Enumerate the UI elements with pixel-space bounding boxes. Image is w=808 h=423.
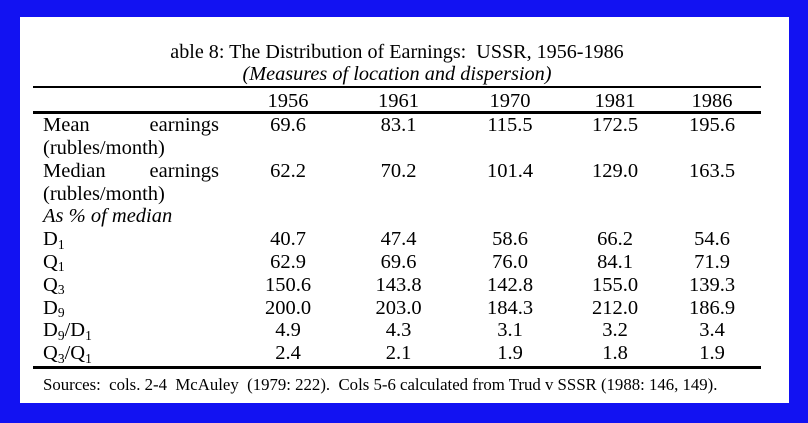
table-cell: 1.9 (497, 342, 523, 365)
table-row: Mean earnings 69.6 83.1 115.5 172.5 195.6 (0, 114, 808, 137)
table-subtitle: (Measures of location and dispersion) (242, 62, 552, 85)
row-label-line2: (rubles/month) (43, 182, 165, 205)
table-cell: 1.9 (699, 342, 725, 365)
table-cell: 69.6 (270, 114, 306, 137)
row-label: D1 (43, 228, 65, 252)
subscript: 1 (85, 350, 92, 366)
table-cell: 62.9 (270, 250, 306, 273)
table-cell: 47.4 (380, 228, 417, 251)
table-cell: 4.9 (275, 319, 301, 342)
subscript: 1 (57, 259, 65, 275)
column-header-1961: 1961 (378, 89, 419, 112)
table-cell: 200.0 (264, 296, 312, 319)
table-cell: 184.3 (486, 296, 534, 319)
row-label: Median earnings (43, 160, 219, 183)
row-label-line2: (rubles/month) (43, 136, 165, 159)
table-cell: 4.3 (385, 319, 412, 342)
table-row: Q1 62.9 69.6 76.0 84.1 71.9 (0, 251, 808, 274)
table-cell: 71.9 (694, 250, 730, 273)
table-cell: 163.5 (688, 159, 736, 182)
table-cell: 101.4 (486, 159, 534, 182)
row-label-word: Median (43, 159, 106, 182)
subscript: 9 (57, 327, 65, 343)
row-label-word: earnings (149, 114, 219, 137)
table-cell: 84.1 (597, 250, 633, 273)
table-cell: 83.1 (380, 114, 417, 137)
table-cell: 3.2 (602, 319, 628, 342)
table-cell: 70.2 (380, 159, 417, 182)
table-cell: 76.0 (492, 250, 528, 273)
source-note: Sources: cols. 2-4 McAuley (1979: 222). … (43, 374, 718, 394)
table-row: D1 40.7 47.4 58.6 66.2 54.6 (0, 228, 808, 251)
column-header-1981: 1981 (594, 89, 636, 112)
table-row: D9/D1 4.9 4.3 3.1 3.2 3.4 (0, 319, 808, 342)
table-cell: 139.3 (688, 273, 736, 296)
subscript: 3 (57, 350, 65, 366)
subscript: 1 (85, 327, 92, 343)
row-label-word: earnings (149, 159, 219, 182)
column-header-1986: 1986 (691, 89, 733, 112)
table-cell: 62.2 (270, 159, 306, 182)
column-header-1956: 1956 (267, 89, 309, 112)
table-cell: 186.9 (688, 296, 736, 319)
table-cell: 172.5 (591, 114, 639, 137)
table-cell: 1.8 (602, 342, 628, 365)
table-cell: 3.1 (497, 319, 523, 342)
table-row-label-continuation: (rubles/month) (0, 183, 808, 206)
subscript: 3 (57, 282, 65, 298)
table-cell: 3.4 (699, 319, 725, 342)
table-cell: 142.8 (486, 273, 534, 296)
table-cell: 203.0 (375, 296, 422, 319)
document-sheet (20, 17, 789, 403)
table-cell: 143.8 (375, 273, 422, 296)
subscript: 9 (57, 305, 65, 321)
table-row: Median earnings 62.2 70.2 101.4 129.0 163.5 (0, 160, 808, 183)
table-rule-top (33, 86, 761, 89)
table-cell: 129.0 (591, 159, 639, 182)
table-cell: 69.6 (380, 250, 417, 273)
table-cell: 212.0 (591, 296, 639, 319)
table-rule-header (33, 111, 761, 114)
row-label: D9/D1 (43, 319, 92, 343)
table-row: D9 200.0 203.0 184.3 212.0 186.9 (0, 297, 808, 320)
table-cell: 115.5 (487, 114, 533, 137)
table-rule-bottom (33, 366, 761, 369)
row-label: Q3/Q1 (43, 342, 92, 366)
table-section-row: As % of median (0, 205, 808, 228)
table-cell: 40.7 (270, 228, 306, 251)
subscript: 1 (57, 236, 65, 252)
row-label: Q1 (43, 250, 65, 275)
table-cell: 195.6 (688, 114, 736, 137)
table-cell: 2.1 (385, 342, 412, 365)
table-cell: 150.6 (264, 273, 312, 296)
table-cell: 54.6 (694, 228, 730, 251)
row-label: D9 (43, 296, 65, 321)
table-cell: 2.4 (275, 342, 301, 365)
table-cell: 155.0 (591, 273, 639, 296)
row-label-word: Mean (43, 114, 90, 137)
row-label: Q3 (43, 273, 65, 298)
table-row-label-continuation: (rubles/month) (0, 137, 808, 160)
column-header-1970: 1970 (489, 89, 531, 112)
row-label: Mean earnings (43, 114, 219, 137)
table-title: able 8: The Distribution of Earnings: US… (170, 40, 624, 63)
table-row: Q3/Q1 2.4 2.1 1.9 1.8 1.9 (0, 342, 808, 365)
table-cell: 58.6 (492, 228, 528, 251)
table-cell: 66.2 (597, 228, 633, 251)
section-label: As % of median (43, 205, 173, 228)
table-row: Q3 150.6 143.8 142.8 155.0 139.3 (0, 274, 808, 297)
